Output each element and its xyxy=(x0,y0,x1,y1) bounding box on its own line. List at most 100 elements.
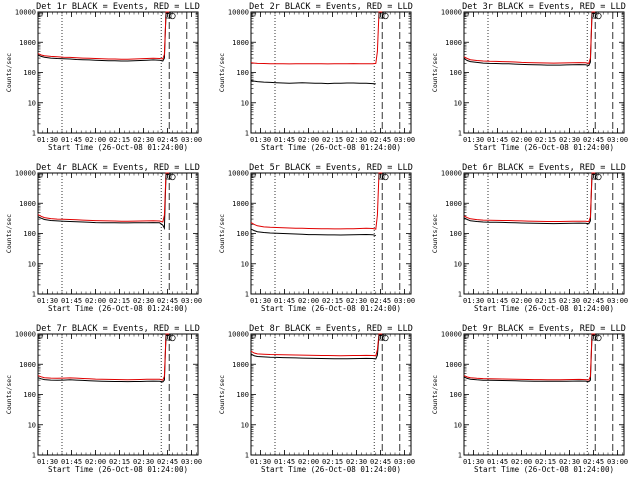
series-line-lld xyxy=(37,11,170,60)
y-tick-label: 100 xyxy=(236,230,249,238)
series-line-lld xyxy=(463,172,596,223)
chart-panel-2: Det 2r BLACK = Events, RED = LLD 1 10 100 10… xyxy=(218,2,415,152)
x-tick-label: 03:00 xyxy=(607,297,628,305)
corner-flag xyxy=(38,12,43,17)
series-line-events xyxy=(463,173,596,225)
attenuator-flag xyxy=(591,173,598,180)
corner-flag xyxy=(464,12,469,17)
x-tick-label: 02:30 xyxy=(559,297,580,305)
y-tick-label: 10 xyxy=(241,421,249,429)
attenuator-flag xyxy=(378,173,385,180)
y-tick-label: 1 xyxy=(32,291,36,299)
series-line-lld xyxy=(37,333,170,381)
x-axis-label: Start Time (26-Oct-08 01:24:00) xyxy=(261,465,401,474)
x-tick-label: 01:30 xyxy=(37,297,58,305)
x-tick-label: 02:00 xyxy=(85,458,106,466)
x-tick-label: 01:45 xyxy=(487,458,508,466)
x-tick-label: 03:00 xyxy=(607,458,628,466)
attenuator-flag xyxy=(591,334,598,341)
x-axis-label: Start Time (26-Oct-08 01:24:00) xyxy=(261,143,401,152)
x-tick-label: 01:30 xyxy=(463,297,484,305)
x-axis-label: Start Time (26-Oct-08 01:24:00) xyxy=(474,304,614,313)
x-tick-label: 02:45 xyxy=(157,136,178,144)
x-tick-label: 02:45 xyxy=(583,297,604,305)
attenuator-flag xyxy=(382,173,389,181)
series-line-lld xyxy=(250,333,383,357)
chart-panel-3: Det 3r BLACK = Events, RED = LLD 1 10 100 10… xyxy=(431,2,628,152)
chart-panel-4: Det 4r BLACK = Events, RED = LLD 1 10 100 10… xyxy=(5,163,202,313)
x-axis-label: Start Time (26-Oct-08 01:24:00) xyxy=(261,304,401,313)
y-tick-label: 1 xyxy=(458,130,462,138)
x-tick-label: 02:45 xyxy=(370,297,391,305)
y-tick-label: 1000 xyxy=(19,39,36,47)
attenuator-flag xyxy=(595,334,602,342)
y-tick-label: 1000 xyxy=(445,361,462,369)
corner-flag xyxy=(38,334,43,339)
x-tick-label: 02:45 xyxy=(157,458,178,466)
panel-title: Det 1r BLACK = Events, RED = LLD xyxy=(36,2,200,12)
chart-panel-1: Det 1r BLACK = Events, RED = LLD 1 10 100 10… xyxy=(5,2,202,152)
x-tick-label: 02:00 xyxy=(511,136,532,144)
x-tick-label: 02:00 xyxy=(85,136,106,144)
x-tick-label: 02:15 xyxy=(535,458,556,466)
x-axis-label: Start Time (26-Oct-08 01:24:00) xyxy=(48,143,188,152)
x-tick-label: 02:00 xyxy=(511,458,532,466)
x-tick-label: 03:00 xyxy=(181,458,202,466)
y-tick-label: 1 xyxy=(32,130,36,138)
x-tick-label: 02:00 xyxy=(85,297,106,305)
series-line-events xyxy=(250,79,376,85)
panel-title: Det 5r BLACK = Events, RED = LLD xyxy=(249,163,413,173)
x-tick-label: 01:30 xyxy=(37,136,58,144)
y-tick-label: 10000 xyxy=(441,170,462,178)
x-tick-label: 01:30 xyxy=(250,297,271,305)
y-tick-label: 10000 xyxy=(441,9,462,17)
attenuator-flag xyxy=(169,12,176,20)
y-tick-label: 1000 xyxy=(19,361,36,369)
x-axis-label: Start Time (26-Oct-08 01:24:00) xyxy=(48,465,188,474)
y-axis-label: Counts/sec xyxy=(431,214,439,253)
x-tick-label: 02:15 xyxy=(322,458,343,466)
x-tick-label: 02:00 xyxy=(298,458,319,466)
x-tick-label: 02:15 xyxy=(322,297,343,305)
x-tick-label: 02:30 xyxy=(559,458,580,466)
y-tick-label: 10000 xyxy=(15,170,36,178)
chart-panel-9: Det 9r BLACK = Events, RED = LLD 1 10 100 10… xyxy=(431,324,628,474)
series-line-events xyxy=(250,228,376,237)
x-tick-label: 02:30 xyxy=(346,136,367,144)
panel-title: Det 4r BLACK = Events, RED = LLD xyxy=(36,163,200,173)
x-tick-label: 01:45 xyxy=(274,458,295,466)
y-tick-label: 10 xyxy=(241,260,249,268)
y-tick-label: 1 xyxy=(245,452,249,460)
x-tick-label: 02:30 xyxy=(133,458,154,466)
x-tick-label: 03:00 xyxy=(394,136,415,144)
x-tick-label: 01:45 xyxy=(61,458,82,466)
x-tick-label: 03:00 xyxy=(181,136,202,144)
y-tick-label: 1 xyxy=(245,291,249,299)
panel-title: Det 7r BLACK = Events, RED = LLD xyxy=(36,324,200,334)
x-tick-label: 02:30 xyxy=(133,136,154,144)
x-tick-label: 01:30 xyxy=(37,458,58,466)
chart-panel-6: Det 6r BLACK = Events, RED = LLD 1 10 100 10… xyxy=(431,163,628,313)
y-axis-label: Counts/sec xyxy=(218,375,226,414)
chart-panel-5: Det 5r BLACK = Events, RED = LLD 1 10 100 10… xyxy=(218,163,415,313)
attenuator-flag xyxy=(595,12,602,20)
x-tick-label: 02:15 xyxy=(109,297,130,305)
y-tick-label: 1 xyxy=(458,452,462,460)
x-tick-label: 02:00 xyxy=(511,297,532,305)
y-tick-label: 10000 xyxy=(441,331,462,339)
y-tick-label: 10000 xyxy=(228,9,249,17)
x-tick-label: 01:45 xyxy=(274,136,295,144)
y-tick-label: 10 xyxy=(28,421,36,429)
attenuator-flag xyxy=(382,334,389,342)
series-line-events xyxy=(37,173,170,231)
x-axis-label: Start Time (26-Oct-08 01:24:00) xyxy=(48,304,188,313)
series-line-lld xyxy=(463,333,596,381)
x-tick-label: 03:00 xyxy=(607,136,628,144)
y-axis-label: Counts/sec xyxy=(5,53,13,92)
x-tick-label: 01:30 xyxy=(463,458,484,466)
corner-flag xyxy=(464,334,469,339)
series-line-lld xyxy=(250,11,383,65)
y-tick-label: 1000 xyxy=(232,39,249,47)
y-tick-label: 100 xyxy=(236,69,249,77)
